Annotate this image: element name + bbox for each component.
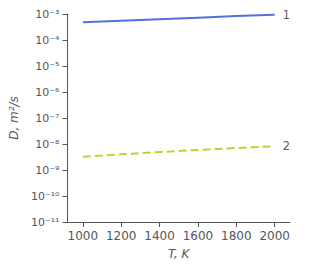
svg-text:1200: 1200 <box>106 229 137 243</box>
svg-text:1600: 1600 <box>183 229 214 243</box>
svg-text:10⁻⁵: 10⁻⁵ <box>35 60 59 73</box>
svg-text:2: 2 <box>282 139 290 153</box>
svg-text:10⁻⁴: 10⁻⁴ <box>35 34 60 47</box>
svg-text:1000: 1000 <box>68 229 99 243</box>
svg-text:1800: 1800 <box>221 229 252 243</box>
svg-text:10⁻⁸: 10⁻⁸ <box>35 138 60 151</box>
svg-text:10⁻¹⁰: 10⁻¹⁰ <box>31 190 60 203</box>
svg-text:D, m²/s: D, m²/s <box>7 96 21 140</box>
svg-text:10⁻³: 10⁻³ <box>35 8 59 21</box>
svg-text:10⁻⁹: 10⁻⁹ <box>35 164 59 177</box>
svg-text:T, K: T, K <box>168 247 191 261</box>
svg-text:1: 1 <box>282 8 290 22</box>
svg-text:10⁻¹¹: 10⁻¹¹ <box>31 216 60 229</box>
svg-text:2000: 2000 <box>259 229 290 243</box>
svg-text:10⁻⁶: 10⁻⁶ <box>35 86 60 99</box>
svg-text:1400: 1400 <box>144 229 175 243</box>
svg-text:10⁻⁷: 10⁻⁷ <box>35 112 59 125</box>
